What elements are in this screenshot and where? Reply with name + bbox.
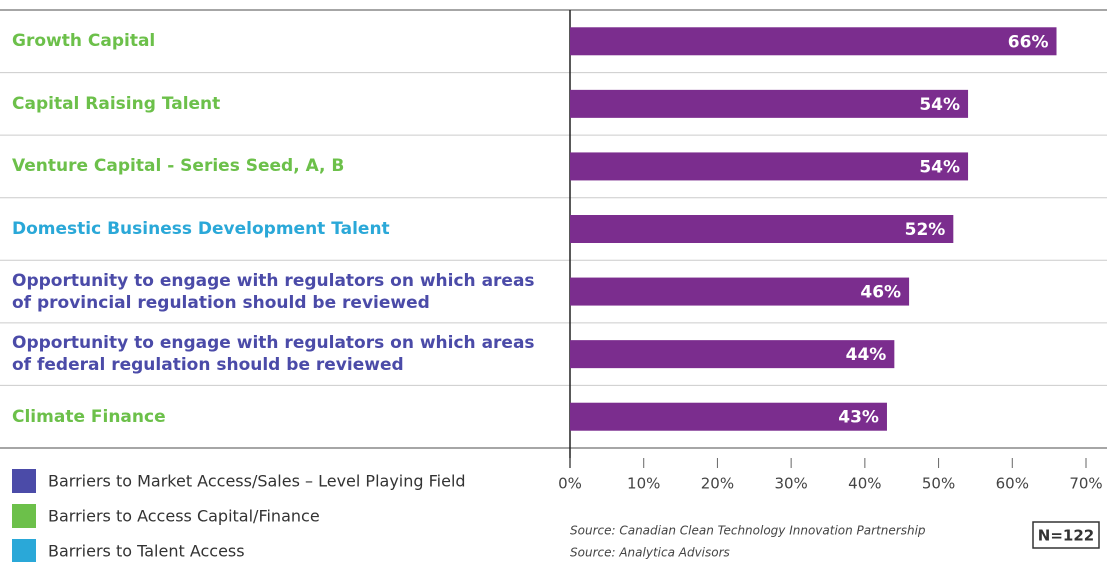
value-label: 46% bbox=[860, 283, 901, 303]
x-tick-label: 60% bbox=[996, 475, 1029, 493]
x-tick-label: 30% bbox=[774, 475, 807, 493]
bar bbox=[570, 340, 895, 369]
bar bbox=[570, 277, 910, 306]
source: Source: Analytica Advisors bbox=[570, 546, 730, 560]
category-label: Capital Raising Talent bbox=[12, 93, 221, 114]
category-label: Opportunity to engage with regulators on… bbox=[12, 270, 535, 313]
source: Source: Canadian Clean Technology Innova… bbox=[570, 524, 926, 538]
category-label: Venture Capital - Series Seed, A, B bbox=[12, 156, 345, 177]
bar bbox=[570, 27, 1057, 56]
x-tick-label: 20% bbox=[701, 475, 734, 493]
category-label: Opportunity to engage with regulators on… bbox=[12, 333, 535, 376]
annotation: N=122 bbox=[1038, 527, 1094, 545]
legend-swatch bbox=[12, 504, 36, 528]
bar bbox=[570, 152, 969, 181]
x-tick-label: 40% bbox=[848, 475, 881, 493]
legend-label: Barriers to Access Capital/Finance bbox=[48, 507, 320, 526]
legend-swatch bbox=[12, 539, 36, 562]
category-label: Domestic Business Development Talent bbox=[12, 218, 390, 239]
value-label: 54% bbox=[919, 95, 960, 115]
annotation-box bbox=[1032, 521, 1100, 549]
category-label: Growth Capital bbox=[12, 31, 156, 52]
legend-swatch bbox=[12, 469, 36, 493]
value-label: 52% bbox=[905, 220, 946, 240]
bar bbox=[570, 215, 954, 243]
x-tick-label: 70% bbox=[1069, 475, 1102, 493]
x-tick-label: 50% bbox=[922, 475, 955, 493]
bar bbox=[570, 402, 887, 431]
x-tick-label: 10% bbox=[627, 475, 660, 493]
category-label: Climate Finance bbox=[12, 406, 166, 427]
legend-label: Barriers to Market Access/Sales – Level … bbox=[48, 472, 466, 491]
value-label: 43% bbox=[838, 408, 879, 428]
bar bbox=[570, 89, 969, 118]
x-tick-label: 0% bbox=[558, 475, 582, 493]
legend-label: Barriers to Talent Access bbox=[48, 542, 245, 561]
value-label: 66% bbox=[1008, 32, 1049, 52]
value-label: 54% bbox=[919, 157, 960, 177]
value-label: 44% bbox=[846, 345, 887, 365]
